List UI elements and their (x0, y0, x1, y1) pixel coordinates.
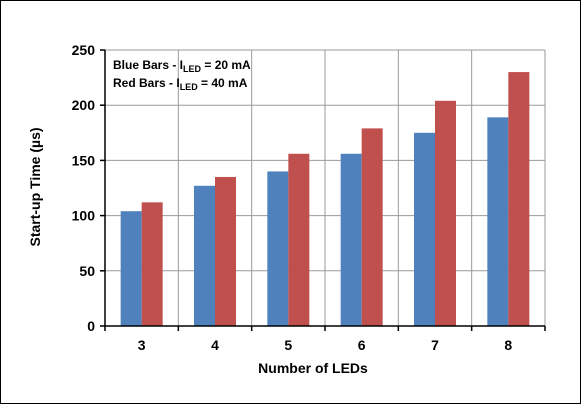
bar-series1-7 (435, 100, 456, 326)
x-tick-label: 6 (358, 337, 366, 353)
bars (120, 72, 530, 327)
y-tick-label: 250 (72, 42, 96, 58)
y-tick-label: 150 (72, 152, 96, 168)
y-tick-labels: 0 50 100 150 200 250 (72, 42, 96, 334)
x-tick-label: 8 (504, 337, 512, 353)
bar-series1-8 (508, 72, 530, 326)
y-tick-label: 200 (72, 97, 96, 113)
bar-series1-4 (215, 176, 236, 326)
y-axis-title: Start-up Time (µs) (27, 127, 43, 246)
bar-series0-8 (487, 117, 509, 327)
x-axis-title: Number of LEDs (258, 360, 368, 376)
bar-series1-3 (141, 202, 163, 326)
x-tick-label: 5 (284, 337, 292, 353)
bar-series0-7 (414, 132, 435, 326)
y-tick-label: 100 (72, 208, 96, 224)
x-tick-label: 3 (138, 337, 146, 353)
x-tick-label: 7 (431, 337, 439, 353)
legend-annotation-0: Blue Bars - ILED = 20 mA (113, 58, 251, 74)
legend-annotation-1: Red Bars - ILED = 40 mA (113, 76, 248, 92)
x-tick-labels: 3 4 5 6 7 8 (138, 337, 513, 353)
grid-lines (105, 49, 546, 326)
y-tick-label: 50 (79, 263, 95, 279)
x-tick-label: 4 (211, 337, 219, 353)
bar-series0-4 (194, 185, 215, 326)
bar-series1-5 (288, 153, 310, 326)
legend-annotations: Blue Bars - ILED = 20 mA Red Bars - ILED … (113, 58, 251, 92)
bar-series1-6 (361, 128, 383, 326)
bar-series0-3 (120, 211, 142, 326)
bar-series0-5 (267, 171, 289, 326)
axes (100, 49, 546, 331)
y-tick-label: 0 (87, 318, 95, 334)
bar-series0-6 (340, 153, 362, 326)
